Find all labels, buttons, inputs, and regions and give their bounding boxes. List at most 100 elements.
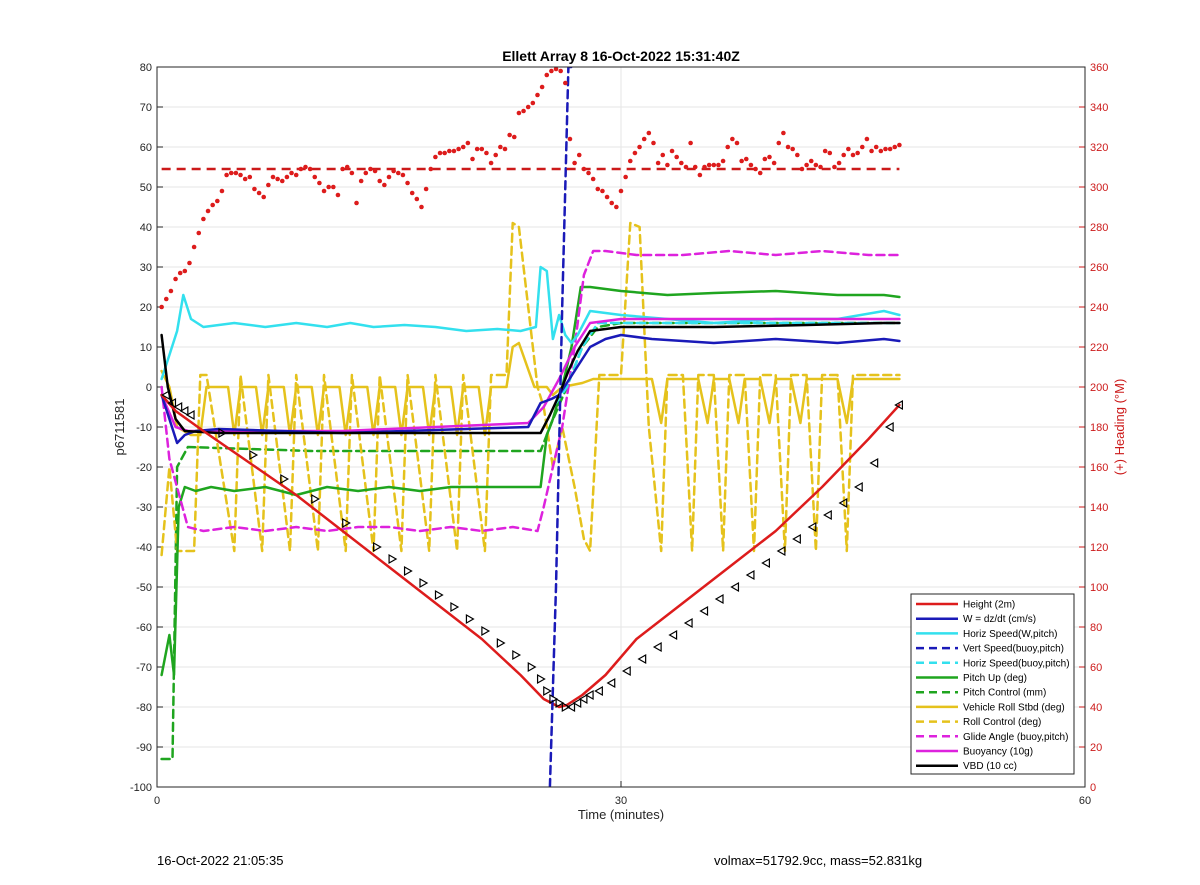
heading-point	[609, 200, 615, 206]
chart-title: Ellett Array 8 16-Oct-2022 15:31:40Z	[502, 48, 740, 64]
heading-point	[196, 230, 202, 236]
heading-point	[511, 134, 517, 140]
heading-point	[191, 244, 197, 250]
height-marker	[838, 497, 848, 509]
height-marker	[249, 449, 259, 461]
heading-point	[335, 192, 341, 198]
height-marker	[606, 677, 616, 689]
y-tick-label: -80	[136, 702, 152, 714]
height-marker	[621, 665, 631, 677]
heading-point	[284, 174, 290, 180]
y2-tick-label: 160	[1090, 462, 1108, 474]
heading-point	[521, 108, 526, 114]
series-line-4	[554, 321, 901, 405]
heading-point	[808, 158, 814, 164]
y-tick-label: 40	[140, 222, 152, 234]
heading-point	[391, 168, 396, 174]
heading-point	[581, 166, 587, 172]
heading-point	[730, 136, 735, 142]
heading-point	[711, 162, 717, 168]
heading-point	[377, 178, 383, 184]
heading-point	[456, 146, 461, 152]
heading-point	[312, 174, 318, 180]
y-tick-label: 50	[140, 182, 152, 194]
y-tick-label: 30	[140, 262, 152, 274]
heading-point	[604, 194, 610, 200]
heading-point	[869, 148, 874, 154]
height-marker	[730, 581, 740, 593]
legend-label: W = dz/dt (cm/s)	[963, 614, 1036, 625]
heading-point	[349, 170, 355, 176]
heading-point	[832, 164, 837, 170]
heading-point	[242, 176, 248, 182]
height-marker	[465, 613, 475, 625]
heading-point	[683, 164, 689, 170]
y2-tick-label: 240	[1090, 302, 1108, 314]
heading-point	[679, 160, 684, 166]
heading-point	[864, 136, 870, 142]
heading-point	[437, 150, 443, 156]
heading-point	[846, 146, 851, 152]
heading-point	[771, 160, 777, 166]
height-marker	[884, 421, 894, 433]
heading-point	[502, 146, 508, 152]
height-marker	[218, 427, 228, 439]
heading-point	[344, 164, 350, 170]
y2-tick-label: 60	[1090, 662, 1102, 674]
height-marker	[561, 701, 571, 713]
heading-point	[525, 104, 531, 110]
y-tick-label: -40	[136, 542, 152, 554]
heading-point	[460, 144, 466, 150]
height-marker	[311, 493, 320, 505]
heading-point	[451, 148, 457, 154]
heading-point	[465, 140, 471, 146]
y2-tick-label: 180	[1090, 422, 1108, 434]
height-marker	[807, 521, 817, 533]
heading-point	[382, 182, 387, 188]
height-marker	[869, 457, 879, 469]
heading-point	[173, 276, 178, 282]
series-line-2	[160, 265, 901, 381]
heading-point	[488, 160, 494, 166]
heading-point	[409, 190, 415, 196]
heading-point	[660, 152, 666, 158]
height-marker	[714, 593, 724, 605]
heading-point	[470, 156, 475, 162]
heading-point	[215, 198, 220, 204]
heading-point	[303, 164, 308, 170]
y2-axis: 0 20 40 60 80 100 120 140 160 180 200 220 240 260 280 3…	[1079, 62, 1108, 794]
y2-tick-label: 280	[1090, 222, 1108, 234]
plot-frame	[156, 66, 1086, 788]
heading-point	[785, 144, 791, 150]
heading-point	[600, 188, 605, 194]
height-marker	[761, 557, 770, 569]
height-marker	[792, 533, 801, 545]
heading-point	[586, 170, 591, 176]
heading-point	[484, 150, 489, 156]
y-tick-label: -70	[136, 662, 152, 674]
heading-point	[498, 144, 503, 150]
heading-point	[228, 170, 234, 176]
heading-point	[307, 166, 313, 172]
height-marker	[481, 625, 491, 637]
legend-label: Height (2m)	[963, 600, 1015, 611]
heading-point	[720, 158, 726, 164]
heading-point	[363, 170, 369, 176]
height-marker	[403, 565, 413, 577]
heading-point	[168, 288, 174, 294]
y-tick-label: 20	[140, 302, 152, 314]
heading-point	[567, 136, 573, 142]
heading-point	[827, 150, 833, 156]
y-tick-label: 0	[146, 382, 152, 394]
heading-point	[293, 172, 299, 178]
heading-point	[279, 178, 285, 184]
heading-point	[836, 160, 842, 166]
y2-tick-label: 200	[1090, 382, 1108, 394]
heading-point	[331, 184, 336, 190]
height-marker	[342, 517, 351, 529]
legend-label: Vehicle Roll Stbd (deg)	[963, 702, 1065, 713]
heading-point	[266, 182, 271, 188]
heading-point	[516, 110, 522, 116]
heading-point	[762, 156, 768, 162]
